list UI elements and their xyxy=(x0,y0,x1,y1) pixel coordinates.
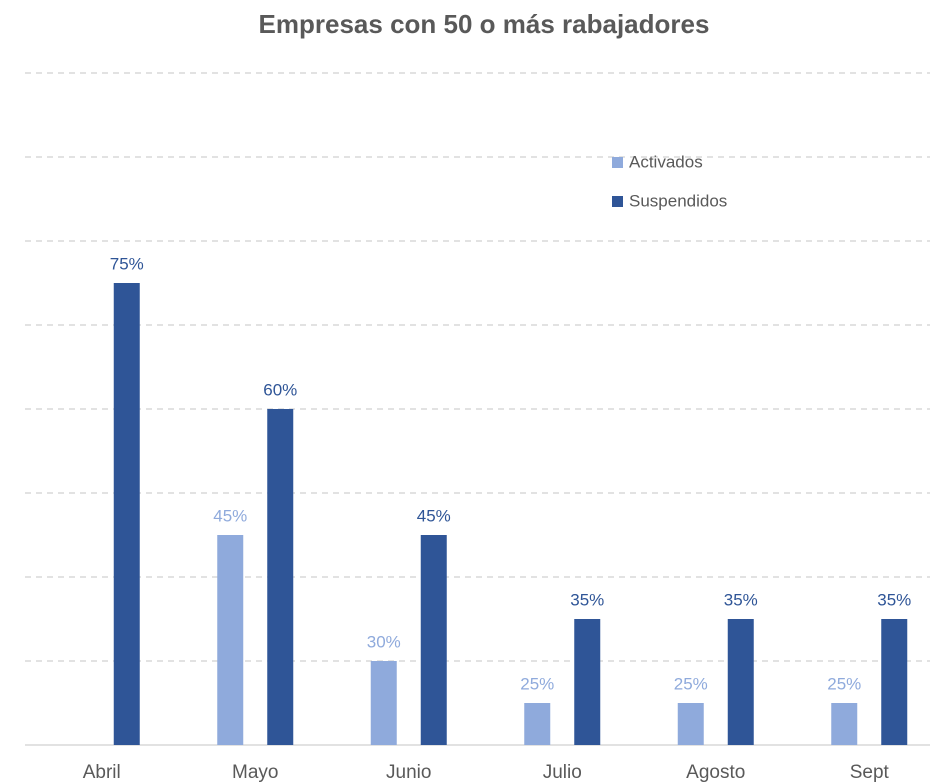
x-tick-label: Sept xyxy=(850,762,890,783)
data-label: 35% xyxy=(724,590,758,609)
bar xyxy=(574,619,601,745)
bar xyxy=(727,619,754,745)
bar xyxy=(217,535,244,745)
x-tick-label: Julio xyxy=(543,762,582,783)
data-label: 25% xyxy=(827,674,861,693)
bar xyxy=(420,535,447,745)
data-label: 35% xyxy=(877,590,911,609)
bar xyxy=(831,703,858,745)
bar xyxy=(881,619,908,745)
legend-label: Activados xyxy=(629,152,703,171)
data-label: 45% xyxy=(417,506,451,525)
legend-swatch xyxy=(612,157,623,168)
legend-swatch xyxy=(612,196,623,207)
data-label: 45% xyxy=(213,506,247,525)
x-tick-label: Agosto xyxy=(686,762,745,783)
data-label: 25% xyxy=(674,674,708,693)
legend-label: Suspendidos xyxy=(629,191,727,210)
data-label: 25% xyxy=(520,674,554,693)
bar xyxy=(524,703,551,745)
bar xyxy=(370,661,397,745)
data-label: 60% xyxy=(263,380,297,399)
x-tick-label: Junio xyxy=(386,762,431,783)
x-tick-label: Mayo xyxy=(232,762,278,783)
data-label: 35% xyxy=(570,590,604,609)
data-label: 30% xyxy=(367,632,401,651)
chart-title: Empresas con 50 o más rabajadores xyxy=(259,9,710,39)
data-label: 75% xyxy=(110,254,144,273)
bar xyxy=(677,703,704,745)
bar xyxy=(113,283,140,745)
bar xyxy=(267,409,294,745)
x-tick-label: Abril xyxy=(83,762,121,783)
